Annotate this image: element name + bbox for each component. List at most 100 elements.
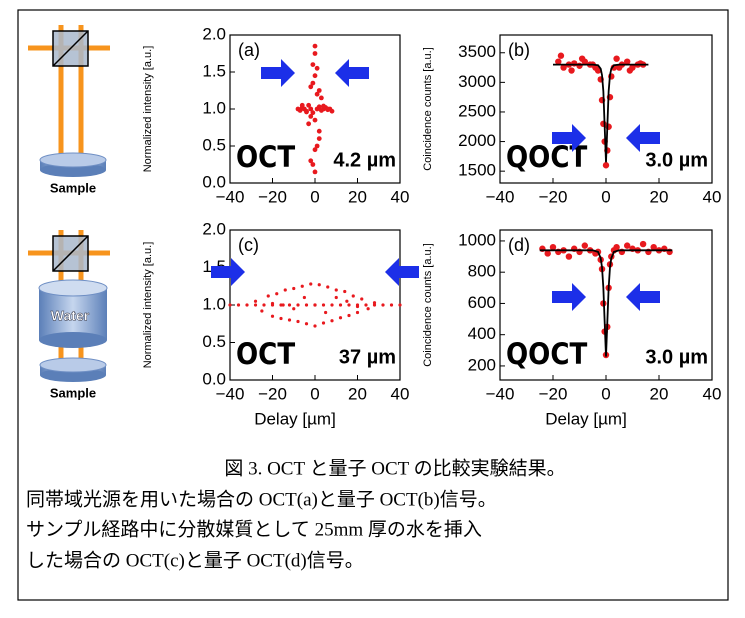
annotation: 3.0 µm [645,346,708,368]
arrow [552,124,586,152]
data-point [312,51,318,56]
data-point [299,102,305,108]
x-tick-label: −40 [216,187,245,206]
data-point [345,299,349,303]
x-axis-label: Delay [µm] [254,409,336,428]
data-point [313,324,317,328]
data-point [260,309,264,313]
diagram-label: Water [51,308,90,324]
data-point [330,319,334,323]
data-point [318,95,324,101]
data-point [637,60,644,67]
y-tick-label: 2.0 [202,219,226,238]
caption-line: サンプル経路中に分散媒質として 25mm 厚の水を挿入 [26,518,482,540]
y-tick-label: 1.0 [202,294,226,313]
data-point [326,285,330,289]
y-tick-label: 3500 [458,42,496,61]
setup-diagram-bottom: Water Sample [28,230,110,400]
annotation: 37 µm [339,346,396,368]
data-point [602,162,610,169]
data-point [310,110,316,116]
data-point [281,303,285,307]
arrow [211,258,245,286]
data-point [283,288,287,292]
data-point [555,58,562,65]
data-point [270,301,275,306]
x-tick-label: −20 [539,187,568,206]
y-tick-label: 200 [468,355,496,374]
x-tick-label: −20 [539,384,568,403]
data-point [304,109,309,115]
y-tick-label: 0.0 [202,369,226,388]
x-tick-label: 40 [703,187,722,206]
y-tick-label: 1000 [458,230,496,249]
data-point [270,314,275,318]
data-point [626,67,634,74]
x-tick-label: −20 [258,384,287,403]
data-point [334,295,338,300]
data-point [613,243,620,251]
annotation: 3.0 µm [645,149,708,171]
data-point [287,303,292,307]
x-tick-label: 20 [348,384,367,403]
caption-line: 同帯域光源を用いた場合の OCT(a)と量子 OCT(b)信号。 [26,488,497,510]
x-tick-label: −20 [258,187,287,206]
data-point [544,250,551,257]
data-point [253,299,258,303]
data-point [329,108,335,114]
data-point [366,307,370,311]
data-point [372,303,377,307]
data-point [236,303,241,307]
data-point [372,301,377,305]
x-tick-label: 0 [601,187,610,206]
x-tick-label: 0 [310,384,319,403]
data-point [565,253,573,260]
y-tick-label: 600 [468,293,496,312]
data-point [581,242,588,249]
y-axis-label: Normalized intensity [a.u.] [142,46,154,173]
data-point [310,80,316,86]
data-point [300,284,304,288]
data-point [304,303,309,307]
data-point [650,243,657,251]
data-point [304,322,309,326]
y-axis-label: Normalized intensity [a.u.] [142,242,154,369]
data-point [334,288,338,292]
x-tick-label: 40 [703,384,722,403]
data-point [330,303,334,307]
panel-label: (d) [508,235,530,255]
data-point [310,162,316,167]
panel-label: (b) [508,40,530,60]
data-point [308,84,314,90]
arrow [335,59,369,87]
data-point [351,294,355,298]
plot-frame [229,34,401,184]
data-point [306,102,312,108]
arrow [385,258,419,286]
x-tick-label: 20 [650,384,669,403]
data-point [355,310,360,315]
data-point [557,52,565,59]
x-tick-label: 20 [650,187,669,206]
data-point [343,289,347,294]
data-point [308,106,314,112]
annotation: QOCT [506,337,587,371]
data-point [321,321,326,325]
figure-border [17,9,729,601]
data-point [296,319,300,324]
data-point [398,303,402,307]
data-point [228,303,232,307]
data-point [624,242,631,249]
y-tick-label: 2000 [458,131,496,150]
y-tick-label: 400 [468,324,496,343]
x-tick-label: −40 [486,384,515,403]
data-point [275,292,279,296]
data-point [312,169,318,175]
data-point [314,65,320,71]
data-point [312,147,318,153]
data-point [316,128,322,134]
data-point [316,88,322,93]
y-tick-label: 0.5 [202,332,226,351]
data-point [316,136,322,142]
data-point [314,91,320,97]
